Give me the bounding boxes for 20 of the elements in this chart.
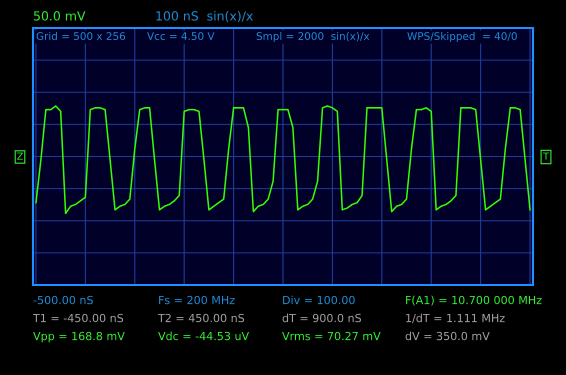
text: Div = 100.00 bbox=[283, 296, 355, 304]
text: Vrms = 70.27 mV bbox=[282, 332, 381, 340]
text: 1/dT = 1.111 MHz bbox=[406, 314, 505, 324]
text: Fs = 200 MHz bbox=[159, 296, 235, 304]
text: WPS/Skipped = 40/0 bbox=[407, 32, 517, 42]
text: Vdc = -44.53 uV bbox=[158, 332, 250, 340]
text: Z bbox=[17, 152, 23, 160]
chart-title: 50.0 mV bbox=[34, 11, 86, 21]
text: dV = 350.0 mV bbox=[406, 332, 490, 340]
text: F(A1) = 10.700 000 MHz bbox=[406, 296, 542, 306]
text: dT = 900.0 nS bbox=[282, 314, 362, 322]
chart-subtitle: 100 nS sin(x)/x bbox=[156, 10, 253, 22]
text: Vpp = 168.8 mV bbox=[33, 332, 125, 342]
text: T2 = 450.00 nS bbox=[158, 314, 244, 322]
text: Smpl = 2000 sin(x)/x bbox=[256, 32, 370, 42]
text: -500.00 nS bbox=[34, 296, 93, 304]
text: T1 = -450.00 nS bbox=[32, 314, 124, 322]
text: Vcc = 4.50 V bbox=[147, 32, 214, 40]
text: T bbox=[543, 152, 549, 160]
text: Grid = 500 x 256 bbox=[36, 32, 126, 40]
